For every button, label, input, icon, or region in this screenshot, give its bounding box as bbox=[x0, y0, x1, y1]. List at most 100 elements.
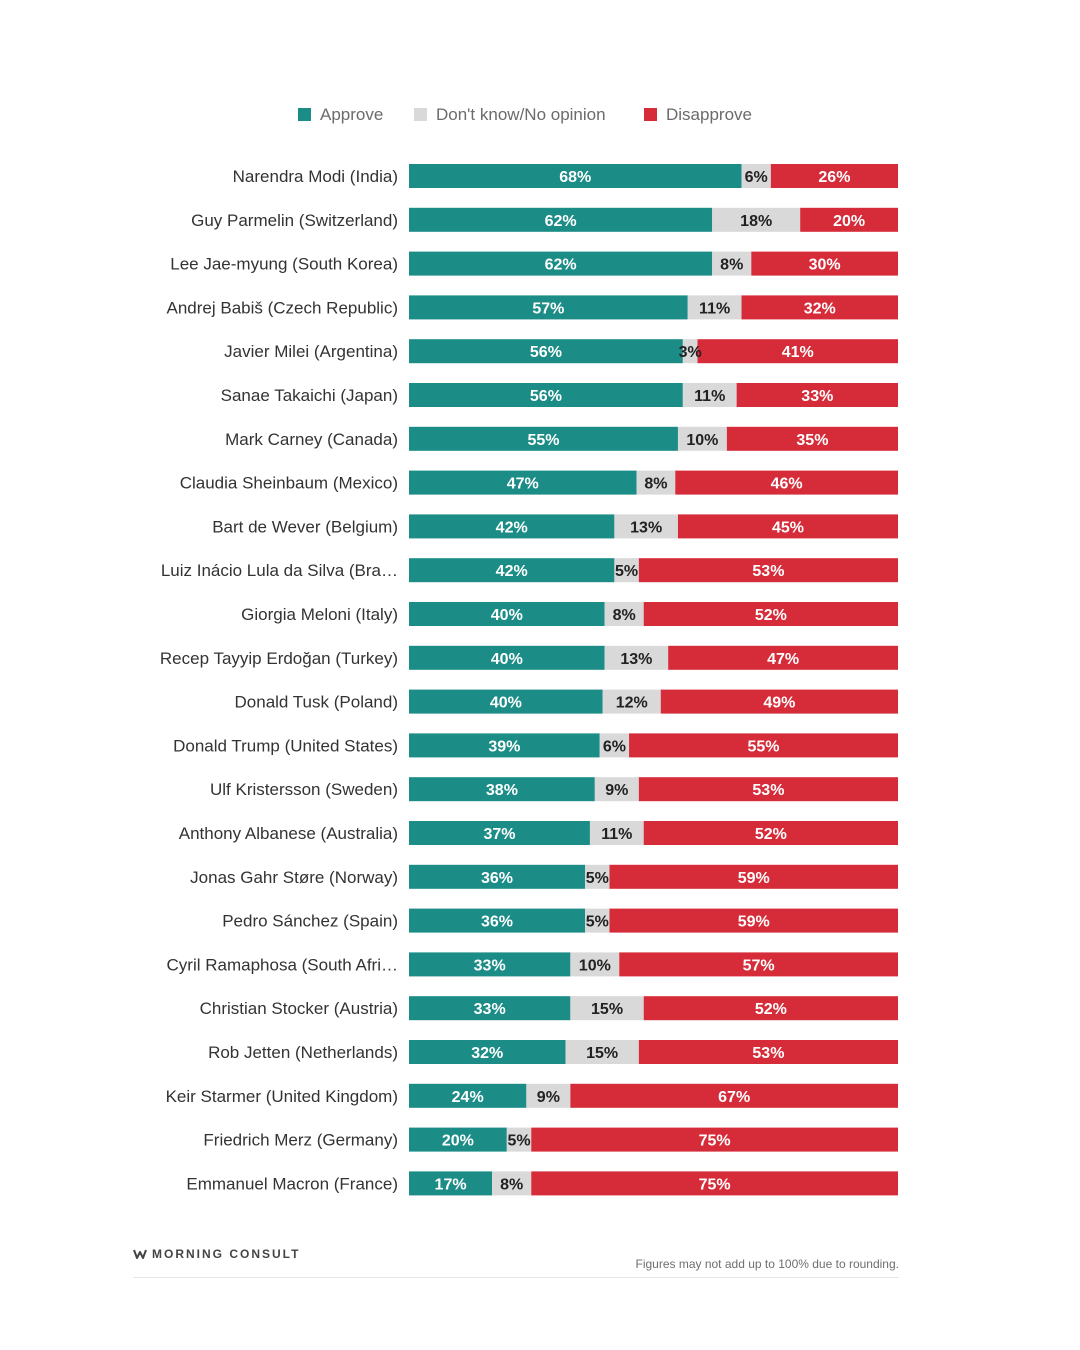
bar-segment-disapprove bbox=[638, 777, 898, 802]
bar-segment-disapprove bbox=[677, 514, 898, 539]
data-label-approve: 32% bbox=[471, 1045, 503, 1062]
bar-segment-approve bbox=[409, 777, 595, 802]
morning-consult-icon bbox=[133, 1249, 147, 1259]
data-label-dont-know: 11% bbox=[699, 300, 730, 317]
bar-segment-dont-know bbox=[570, 952, 620, 977]
row-label: Pedro Sánchez (Spain) bbox=[222, 912, 398, 931]
bar-segment-approve bbox=[409, 470, 637, 495]
legend-label-disapprove: Disapprove bbox=[666, 105, 752, 124]
row-label: Javier Milei (Argentina) bbox=[224, 342, 398, 361]
brand-name: MORNING CONSULT bbox=[152, 1247, 301, 1261]
bar-segment-dont-know bbox=[682, 339, 698, 364]
data-label-approve: 33% bbox=[474, 1001, 506, 1018]
data-label-approve: 38% bbox=[486, 782, 518, 799]
bar-segment-disapprove bbox=[751, 251, 898, 276]
bar-segment-disapprove bbox=[800, 207, 898, 232]
bar-segment-disapprove bbox=[660, 689, 898, 714]
data-label-dont-know: 5% bbox=[586, 914, 609, 931]
bar-segment-disapprove bbox=[570, 1083, 898, 1108]
data-label-approve: 40% bbox=[491, 607, 523, 624]
bar-segment-approve bbox=[409, 602, 605, 626]
bar-segment-approve bbox=[409, 514, 615, 539]
row-label: Luiz Inácio Lula da Silva (Bra… bbox=[161, 561, 398, 580]
row-label: Emmanuel Macron (France) bbox=[186, 1174, 398, 1193]
data-label-disapprove: 59% bbox=[738, 914, 770, 931]
data-label-dont-know: 8% bbox=[500, 1176, 523, 1193]
row-label: Christian Stocker (Austria) bbox=[200, 999, 398, 1018]
bar-segment-dont-know bbox=[604, 602, 644, 626]
brand-logo: MORNING CONSULT bbox=[133, 1247, 300, 1261]
bar-segment-disapprove bbox=[770, 164, 898, 188]
bar-segment-approve bbox=[409, 689, 603, 714]
row-label: Keir Starmer (United Kingdom) bbox=[166, 1087, 398, 1106]
data-label-disapprove: 57% bbox=[743, 957, 775, 974]
bar-segment-approve bbox=[409, 645, 605, 670]
bar-segment-approve bbox=[409, 164, 742, 188]
bar-segment-dont-know bbox=[565, 1040, 639, 1064]
bar-segment-disapprove bbox=[643, 996, 898, 1021]
bar-segment-disapprove bbox=[643, 821, 898, 845]
data-label-approve: 42% bbox=[496, 519, 528, 536]
data-label-dont-know: 10% bbox=[579, 957, 611, 974]
data-label-approve: 36% bbox=[481, 914, 513, 931]
bar-segment-dont-know bbox=[741, 164, 771, 188]
row-label: Anthony Albanese (Australia) bbox=[179, 824, 398, 843]
bar-segment-disapprove bbox=[609, 908, 898, 933]
data-label-approve: 39% bbox=[488, 738, 520, 755]
bar-segment-dont-know bbox=[594, 777, 639, 802]
data-label-dont-know: 5% bbox=[615, 563, 638, 580]
row-label: Jonas Gahr Støre (Norway) bbox=[190, 868, 398, 887]
bar-segment-disapprove bbox=[736, 383, 898, 407]
row-label: Recep Tayyip Erdoğan (Turkey) bbox=[160, 649, 398, 668]
data-label-approve: 47% bbox=[507, 476, 539, 493]
data-label-approve: 56% bbox=[530, 388, 562, 405]
bar-segment-disapprove bbox=[675, 470, 898, 495]
approval-chart: Approve Don't know/No opinion Disapprove Na… bbox=[160, 105, 898, 1196]
data-label-disapprove: 49% bbox=[763, 695, 795, 712]
data-label-dont-know: 6% bbox=[745, 169, 768, 186]
bar-segment-approve bbox=[409, 821, 590, 845]
legend-swatch-disapprove bbox=[644, 108, 657, 121]
bar-segment-approve bbox=[409, 733, 600, 758]
bar-segment-dont-know bbox=[712, 207, 801, 232]
data-label-disapprove: 53% bbox=[752, 782, 784, 799]
data-label-approve: 42% bbox=[496, 563, 528, 580]
data-label-dont-know: 6% bbox=[603, 738, 626, 755]
bar-segment-dont-know bbox=[585, 864, 610, 889]
bar-segment-dont-know bbox=[712, 251, 752, 276]
data-label-dont-know: 9% bbox=[537, 1089, 560, 1106]
bar-segment-disapprove bbox=[609, 864, 898, 889]
data-label-disapprove: 52% bbox=[755, 826, 787, 843]
bar-segment-disapprove bbox=[531, 1171, 898, 1196]
data-label-dont-know: 8% bbox=[644, 476, 667, 493]
data-label-disapprove: 75% bbox=[699, 1176, 731, 1193]
data-label-dont-know: 8% bbox=[720, 257, 743, 274]
bar-segment-approve bbox=[409, 426, 678, 451]
bar-segment-dont-know bbox=[570, 996, 644, 1021]
bar-segment-dont-know bbox=[599, 733, 630, 758]
bar-segment-disapprove bbox=[638, 558, 898, 583]
data-label-dont-know: 5% bbox=[586, 870, 609, 887]
bar-segment-dont-know bbox=[602, 689, 661, 714]
row-label: Mark Carney (Canada) bbox=[225, 430, 398, 449]
footer-divider bbox=[133, 1277, 899, 1278]
data-label-dont-know: 5% bbox=[507, 1133, 530, 1150]
bar-segment-dont-know bbox=[506, 1127, 532, 1152]
bar-segment-disapprove bbox=[638, 1040, 898, 1064]
data-label-approve: 57% bbox=[532, 300, 564, 317]
data-label-approve: 33% bbox=[474, 957, 506, 974]
data-label-disapprove: 41% bbox=[782, 344, 814, 361]
legend-swatch-don-t-know-no-opinion bbox=[414, 108, 427, 121]
data-label-dont-know: 3% bbox=[679, 344, 702, 361]
bar-segment-dont-know bbox=[682, 383, 737, 407]
data-label-approve: 62% bbox=[545, 213, 577, 230]
row-label: Bart de Wever (Belgium) bbox=[212, 517, 398, 536]
bar-segment-dont-know bbox=[687, 295, 742, 320]
footnote: Figures may not add up to 100% due to ro… bbox=[635, 1257, 899, 1271]
row-label: Claudia Sheinbaum (Mexico) bbox=[180, 474, 398, 493]
data-label-disapprove: 46% bbox=[771, 476, 803, 493]
bar-segment-dont-know bbox=[604, 645, 669, 670]
data-label-disapprove: 32% bbox=[804, 300, 836, 317]
bar-segment-approve bbox=[409, 908, 586, 933]
data-label-approve: 20% bbox=[442, 1133, 474, 1150]
